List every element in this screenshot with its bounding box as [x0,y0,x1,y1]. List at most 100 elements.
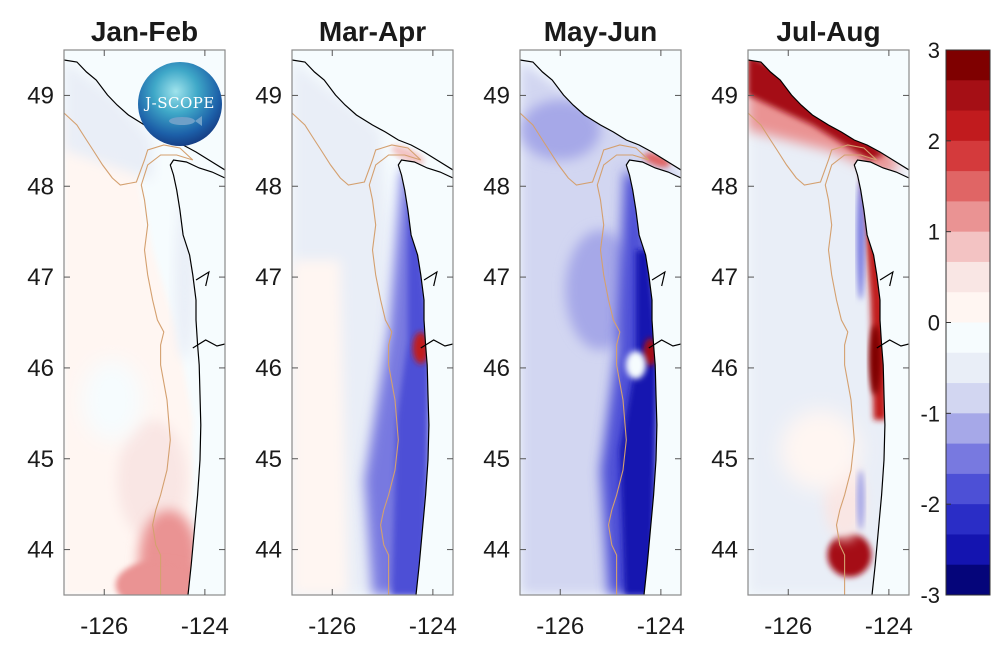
lat-tick-label: 46 [483,355,510,382]
lon-tick-label: -126 [536,613,584,640]
anomaly-region [292,260,349,595]
colorbar-tick-label: 1 [928,220,940,245]
lat-tick-label: 46 [255,355,282,382]
land-vancouver-island [292,50,453,170]
isobath-contour [64,112,194,595]
columbia-river [876,339,909,349]
lat-tick-label: 48 [255,173,282,200]
lat-tick-label: 45 [255,446,282,473]
colorbar-tick-label: 2 [928,129,940,154]
coastline-vancouver-island [64,59,225,171]
lat-tick-label: 48 [711,173,738,200]
coastline-vancouver-island [748,59,909,171]
lat-tick-label: 44 [27,537,54,564]
lat-tick-label: 46 [711,355,738,382]
colorbar-bin [946,504,990,535]
colorbar-bin [946,413,990,445]
anomaly-region [117,420,188,540]
lon-tick-label: -126 [764,613,812,640]
colorbar-bin [946,231,990,263]
panel-mar-apr: Mar-Apr 49 48 47 46 45 44 -126 -124 [255,16,457,640]
colorbar-tick-label: -3 [920,583,940,608]
lon-tick-label: -124 [637,613,685,640]
anomaly-region [391,200,429,595]
anomaly-region [869,325,882,395]
colorbar: 3 2 1 0 -1 -2 -3 [920,38,991,608]
land-mainland [854,160,909,595]
colorbar-tick-label: 0 [928,311,940,336]
colorbar-tick-label: -1 [920,401,940,426]
columbia-river [420,339,453,349]
lat-tick-label: 47 [255,264,282,291]
columbia-river [648,339,681,349]
lat-tick-label: 48 [27,173,54,200]
lon-tick-label: -124 [409,613,457,640]
lat-tick-label: 49 [483,82,510,109]
anomaly-region [856,180,865,300]
logo-text: J-SCOPE [143,94,215,112]
colorbar-bin [946,110,990,142]
lat-tick-label: 47 [483,264,510,291]
isobath-contour [292,112,422,595]
anomaly-region [827,533,872,577]
colorbar-bin [946,201,990,233]
colorbar-bin [946,534,990,566]
anomaly-field [520,50,681,595]
colorbar-bin [946,50,990,81]
isobath-contour [748,112,878,595]
panel-title: Jul-Aug [776,16,880,47]
grays-harbor [651,270,666,287]
lat-tick-label: 49 [711,82,738,109]
land-vancouver-island [520,50,681,170]
colorbar-bin [946,473,990,505]
grays-harbor [195,270,210,287]
panel-frame [519,49,682,596]
lon-tick-label: -126 [80,613,128,640]
anomaly-region [625,351,646,379]
lat-tick-label: 48 [483,173,510,200]
j-scope-logo: J-SCOPE [138,62,222,146]
map-panels: Jan-Feb 49 48 47 46 45 44 -126 -124 J-SCOPE Mar-Ap… [27,16,913,640]
anomaly-region [391,145,425,165]
lat-tick-label: 45 [711,446,738,473]
lat-tick-label: 47 [27,264,54,291]
lat-tick-label: 44 [711,537,738,564]
panel-title: Jan-Feb [91,16,198,47]
fish-tail-icon [195,116,202,126]
colorbar-bin [946,443,990,475]
anomaly-field [292,50,453,595]
coastline-mainland [853,159,909,595]
panel-may-jun: May-Jun 49 48 47 46 45 44 -126 -124 [483,16,685,640]
lat-tick-label: 44 [255,537,282,564]
lat-tick-label: 47 [711,264,738,291]
lat-tick-label: 49 [27,82,54,109]
colorbar-bin [946,322,990,354]
colorbar-bin [946,352,990,384]
panel-title: Mar-Apr [319,16,426,47]
lat-tick-label: 46 [27,355,54,382]
colorbar-bin [946,140,990,172]
isobath-contour [520,112,650,595]
anomaly-region [780,410,861,490]
panel-jan-feb: Jan-Feb 49 48 47 46 45 44 -126 -124 J-SCOPE [27,16,229,640]
coastline-mainland [397,159,453,595]
land-vancouver-island [748,50,909,170]
anomaly-region [643,152,671,168]
lon-tick-label: -124 [865,613,913,640]
anomaly-region [82,360,143,440]
colorbar-bin [946,292,990,323]
panel-frame [747,49,910,596]
coastline-mainland [169,159,225,595]
panel-frame [63,49,226,596]
lon-tick-label: -124 [181,613,229,640]
land-mainland [398,160,453,595]
colorbar-bin [946,80,990,112]
grays-harbor [423,270,438,287]
panel-jul-aug: Jul-Aug 49 48 47 46 45 44 -126 -124 [711,16,913,640]
coastline-vancouver-island [292,59,453,171]
lat-tick-label: 45 [483,446,510,473]
grays-harbor [879,270,894,287]
colorbar-tick-label: -2 [920,492,940,517]
coastline-vancouver-island [520,59,681,171]
